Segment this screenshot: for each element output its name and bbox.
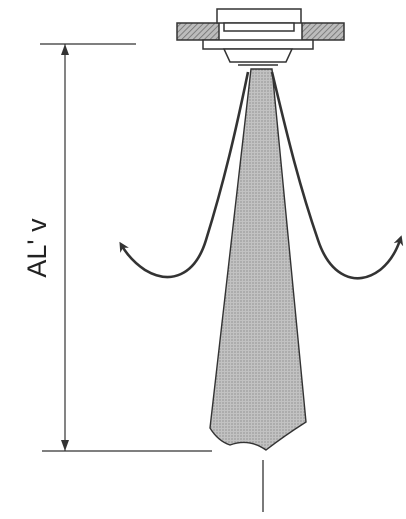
diffuser-collar (223, 22, 295, 32)
dimension-label: AL' v (22, 218, 52, 278)
vertical-air-jet (209, 68, 307, 451)
dimension-arrow-top (61, 44, 69, 55)
left-recirculation-arrow (119, 71, 250, 279)
right-recirculation-arrow (270, 71, 404, 280)
ceiling-right-slab (301, 22, 345, 41)
diffuser-nozzle (222, 48, 294, 63)
diffuser-top-housing (216, 8, 302, 24)
ceiling-left-slab (176, 22, 220, 41)
dimension-arrow-bottom (61, 440, 69, 451)
diffuser-flange (202, 39, 314, 50)
ceiling-diffuser (202, 8, 314, 66)
